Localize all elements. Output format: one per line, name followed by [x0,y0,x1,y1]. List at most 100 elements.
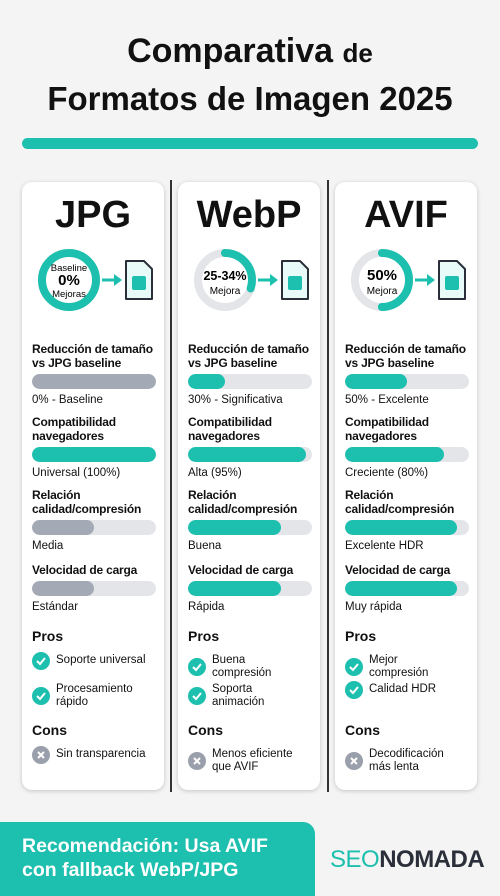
bar-fill [188,374,226,389]
icon-bg [188,658,206,676]
logo-b: NOMADA [379,846,485,873]
bar-fill [32,581,94,596]
bar-fill [188,447,306,462]
ring-bottom: Mejoras [52,289,86,300]
metric: Relación calidad/compresión Excelente HDR [345,488,469,552]
ring-row: 50% Mejora [351,249,466,311]
icon-mark [192,692,202,701]
item-text: Buena [212,654,246,666]
icon-mark [349,663,359,672]
metric-value: Rápida [188,601,225,613]
icon [32,687,50,705]
bar-fill [32,447,156,462]
metric: Reducción de tamaño vs JPG baseline 50% - … [345,342,469,406]
metric-label: Compatibilidad [188,415,272,429]
arrow-head [114,274,122,286]
format-name: WebP [196,194,302,236]
metric-value: Creciente (80%) [345,467,429,479]
ring-bottom: Mejora [367,286,398,297]
card: WebP 25-34% Mejora Reducción de tamaño vs JP… [178,182,320,790]
bar-track [32,581,156,596]
recommendation: Recomendación: Usa AVIF con fallback WebP… [0,822,315,896]
metric: Reducción de tamaño vs JPG baseline 30% - … [188,342,312,406]
item-text: Sin transparencia [56,748,146,760]
format-name: JPG [54,194,132,236]
pros-title: Pros [188,628,220,644]
icon-bg [32,687,50,705]
metric-label: calidad/compresión [345,502,455,516]
icon [345,681,363,699]
icon-bg [32,652,50,670]
metric: Relación calidad/compresión Buena [188,488,312,552]
icon-bg [188,687,206,705]
bar-track [345,374,469,389]
icon [345,658,363,676]
title: Comparativa de [0,32,500,71]
metric-label: navegadores [345,429,417,443]
metric-value: Universal (100%) [32,467,121,479]
item-text: Menos eficiente [212,748,293,760]
metric: Velocidad de carga Rápida [188,563,312,613]
title-line2: Formatos de Imagen 2025 [47,80,453,117]
pro-item: Procesamiento rápido [32,683,156,711]
item-text: Decodificación [369,748,444,760]
metric: Compatibilidad navegadores Creciente (80%) [345,415,469,479]
pro-item: Mejor compresión [345,654,469,682]
bar-track [345,520,469,535]
bar-fill [345,374,407,389]
rec-line: Recomendación: Usa AVIF [22,835,268,857]
ring-big: 0% [58,272,80,289]
ring-big: 25-34% [203,269,246,283]
ring-fill [194,249,256,311]
metric-label: Velocidad de carga [188,563,294,577]
metric-value: Excelente HDR [345,540,424,552]
icon [188,658,206,676]
arrow-head [427,274,435,286]
card: AVIF 50% Mejora Reducción de tamaño vs JPG b… [335,182,477,790]
bar-fill [32,374,156,389]
card: JPG Baseline 0% Mejoras Reducción de tamaño v… [22,182,164,790]
format-name: AVIF [364,194,448,236]
file-glyph [445,276,459,290]
file-glyph [132,276,146,290]
con-item: Sin transparencia [32,746,156,776]
bar-track [32,447,156,462]
pro-item: Soporte universal [32,652,156,682]
icon-mark [37,751,45,759]
bar-track [188,374,312,389]
bar-track [32,374,156,389]
metric-value: 0% - Baseline [32,394,103,406]
bar-track [32,520,156,535]
bar-fill [345,447,445,462]
cons-title: Cons [32,722,67,738]
metric-label: navegadores [32,429,104,443]
separator [170,180,172,792]
arrow-head [270,274,278,286]
item-text: compresión [369,667,429,679]
bar-fill [188,520,281,535]
metric-value: Buena [188,540,222,552]
metric-label: Velocidad de carga [32,563,138,577]
bar-fill [345,520,457,535]
metric: Relación calidad/compresión Media [32,488,156,552]
logo-a: SEO [330,846,380,873]
separator [327,180,329,792]
metric-label: vs JPG baseline [32,356,122,370]
metric-value: Muy rápida [345,601,402,613]
metric-label: Compatibilidad [345,415,429,429]
ring-fill [38,249,100,311]
metric-value: Media [32,540,64,552]
item-text: Mejor [369,654,398,666]
item-text: Procesamiento [56,683,133,695]
item-text: Soporta [212,683,253,695]
icon-mark [350,757,358,765]
pro-item: Calidad HDR [345,681,469,711]
metric-value: 30% - Significativa [188,394,283,406]
con-item: Decodificación más lenta [345,748,469,776]
metric-label: vs JPG baseline [188,356,278,370]
ring-top: Baseline [51,263,87,274]
metric-value: 50% - Excelente [345,394,429,406]
ring-big: 50% [367,267,397,284]
icon-mark [193,757,201,765]
item-text: animación [212,696,265,708]
